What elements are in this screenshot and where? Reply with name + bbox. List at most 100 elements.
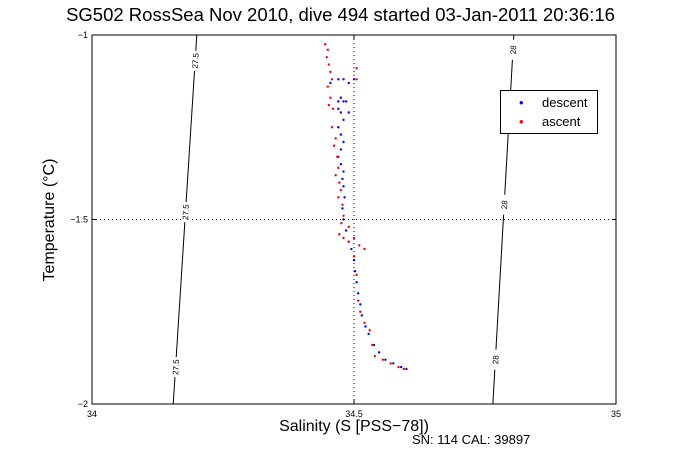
contour-label-gap — [171, 356, 180, 378]
descent-point — [405, 367, 408, 371]
ascent-point — [368, 329, 371, 332]
descent-point — [352, 258, 356, 262]
grid — [92, 35, 616, 404]
x-tick-label: 35 — [611, 409, 621, 419]
descent-point — [359, 303, 362, 306]
data-points — [323, 43, 408, 371]
descent-point — [360, 314, 364, 317]
ascent-point — [336, 155, 339, 158]
ascent-point — [355, 78, 358, 81]
contour-label: 27.5 — [181, 204, 191, 221]
descent-point — [339, 148, 343, 151]
ascent-point — [337, 166, 340, 170]
descent-point — [339, 133, 343, 136]
descent-point — [344, 100, 348, 103]
descent-point — [337, 100, 340, 103]
ascent-point — [329, 96, 332, 99]
ascent-point — [355, 67, 358, 70]
ascent-point — [373, 354, 377, 358]
legend-marker-ascent: • — [519, 114, 524, 129]
y-tick-label: −1 — [78, 30, 88, 40]
descent-point — [342, 170, 345, 173]
contour-label: 27.5 — [191, 52, 201, 69]
contour-label-gap — [191, 50, 200, 72]
legend-item-descent: • descent — [501, 94, 597, 112]
ascent-point — [338, 181, 341, 184]
ascent-point — [340, 221, 343, 225]
descent-point — [367, 332, 370, 336]
ascent-point — [325, 55, 328, 59]
legend: • descent • ascent — [500, 90, 598, 134]
contour-label: 28 — [509, 45, 519, 55]
descent-point — [341, 207, 344, 210]
ascent-point — [330, 78, 334, 81]
ascent-point — [347, 240, 350, 243]
y-axis-ticks: −2 −1.5 −1 — [70, 30, 616, 409]
legend-label-ascent: ascent — [542, 114, 581, 129]
legend-marker-descent: • — [519, 95, 524, 110]
ascent-point — [389, 362, 392, 365]
ascent-point — [363, 321, 366, 325]
ascent-point — [363, 247, 366, 251]
descent-point — [342, 140, 345, 144]
ascent-point — [347, 225, 350, 229]
x-axis-ticks: 34 34.5 35 — [87, 35, 621, 419]
ascent-point — [323, 43, 327, 46]
descent-point — [342, 118, 345, 122]
ascent-point — [359, 310, 362, 313]
descent-point — [339, 162, 343, 166]
ascent-point — [342, 214, 345, 218]
contour-label-gap — [491, 349, 500, 370]
descent-point — [343, 196, 346, 199]
descent-point — [355, 281, 358, 284]
descent-point — [342, 218, 345, 221]
descent-point — [364, 325, 367, 328]
descent-point — [342, 78, 345, 81]
descent-point — [341, 177, 344, 181]
y-tick-label: −1.5 — [70, 215, 88, 225]
serial-cal-note: SN: 114 CAL: 39897 — [412, 432, 531, 447]
x-tick-label: 34.5 — [345, 409, 363, 419]
ascent-point — [352, 236, 356, 240]
descent-point — [339, 111, 343, 114]
ascent-point — [352, 255, 356, 258]
y-tick-label: −2 — [78, 399, 88, 409]
ascent-point — [327, 63, 331, 66]
contour-label-gap — [508, 39, 518, 60]
descent-point — [342, 185, 345, 188]
density-contours: 27.5 27.5 27.5 28 28 28 — [171, 34, 519, 405]
descent-point — [356, 292, 360, 295]
descent-point — [399, 365, 403, 369]
ascent-point — [358, 244, 361, 247]
ascent-point — [334, 137, 337, 140]
descent-point — [337, 126, 340, 129]
descent-point — [392, 362, 395, 365]
ascent-point — [329, 70, 332, 74]
ascent-point — [402, 367, 405, 371]
ascent-point — [356, 299, 360, 302]
descent-point — [337, 78, 340, 81]
ascent-point — [326, 85, 329, 88]
ascent-point — [355, 273, 358, 277]
ascent-point — [371, 343, 374, 347]
contour-label: 27.5 — [171, 359, 181, 376]
chart-title: SG502 RossSea Nov 2010, dive 494 started… — [66, 4, 615, 25]
x-tick-label: 34 — [87, 409, 97, 419]
y-axis-label: Temperature (°C) — [41, 158, 58, 282]
ascent-point — [332, 144, 336, 147]
contour-label-gap — [500, 194, 509, 215]
legend-item-ascent: • ascent — [501, 113, 597, 131]
ascent-point — [327, 103, 331, 107]
descent-point — [347, 111, 350, 114]
descent-point — [352, 78, 356, 81]
x-axis-label: Salinity (S [PSS−78]) — [279, 418, 429, 435]
ascent-point — [339, 188, 343, 192]
ascent-point — [330, 126, 334, 129]
contour-label: 28 — [500, 200, 510, 210]
contour-label-gap — [181, 201, 190, 223]
descent-point — [350, 247, 353, 251]
ascent-point — [381, 358, 385, 361]
legend-label-descent: descent — [542, 95, 588, 110]
descent-point — [353, 269, 357, 273]
